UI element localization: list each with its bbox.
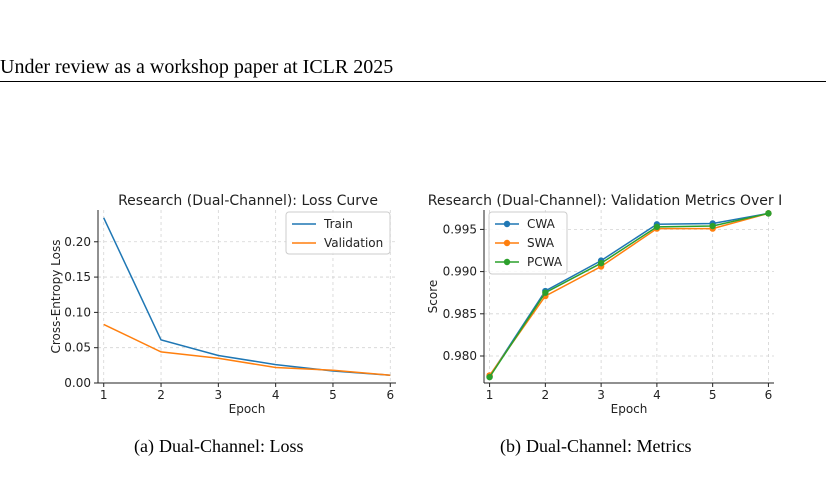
chart-b-series-pcwa-point-2 — [597, 259, 605, 267]
chart-b-xtick-label-5: 6 — [765, 388, 773, 402]
chart-b-legend-marker-1 — [503, 239, 511, 247]
chart-b-legend-marker-2 — [503, 258, 511, 266]
chart-b-series-pcwa-line — [488, 212, 769, 378]
chart-a-xtick-label-4: 5 — [329, 388, 337, 402]
chart-a-xtick-label-3: 4 — [272, 388, 280, 402]
chart-a-ytick-label-2: 0.10 — [64, 305, 91, 319]
chart-b-ytick-label-3: 0.995 — [443, 222, 477, 236]
chart-a-legend-label-1: Validation — [324, 236, 383, 250]
header-rule — [0, 81, 826, 82]
caption-a: (a) Dual-Channel: Loss — [134, 435, 303, 457]
chart-b-ylabel: Score — [426, 280, 440, 314]
chart-a-ytick-label-3: 0.15 — [64, 270, 91, 284]
chart-b-ytick-label-0: 0.980 — [443, 349, 477, 363]
chart-a-xtick-label-5: 6 — [386, 388, 394, 402]
chart-a-ylabel: Cross-Entropy Loss — [49, 240, 63, 354]
chart-a-xtick-label-0: 1 — [100, 388, 108, 402]
chart-b-series-swa-line — [488, 212, 769, 376]
chart-b-xtick-label-4: 5 — [709, 388, 717, 402]
chart-b-legend-marker-0 — [503, 220, 511, 228]
running-header: Under review as a workshop paper at ICLR… — [0, 56, 394, 78]
chart-b-series-pcwa-point-5 — [765, 210, 772, 217]
chart-b-series-pcwa-point-3 — [653, 223, 661, 231]
chart-b-series-pcwa-point-4 — [709, 222, 716, 230]
chart-a-series-validation-line — [103, 323, 391, 376]
chart-a-ytick-label-4: 0.20 — [64, 235, 91, 249]
chart-a-xtick-label-2: 3 — [215, 388, 223, 402]
chart-b-series-pcwa-point-1 — [542, 289, 549, 296]
chart-b-ytick-label-1: 0.985 — [443, 307, 477, 321]
caption-a-tag: (a) — [134, 436, 154, 456]
chart-b-xtick-label-3: 4 — [653, 388, 661, 402]
chart-b-legend-label-2: PCWA — [527, 255, 563, 269]
chart-b-legend-box — [488, 211, 568, 275]
chart-b-series-cwa-line — [488, 212, 769, 377]
chart-a-legend-label-0: Train — [323, 217, 353, 231]
chart-b-xtick-label-1: 2 — [542, 388, 550, 402]
caption-b-text: Dual-Channel: Metrics — [526, 436, 692, 456]
chart-a-ytick-label-0: 0.00 — [64, 376, 91, 390]
chart-a-title: Research (Dual-Channel): Loss Curve — [118, 193, 378, 209]
caption-a-text: Dual-Channel: Loss — [158, 436, 304, 456]
chart-b-legend-label-1: SWA — [527, 236, 555, 250]
chart-b-title: Research (Dual-Channel): Validation Metr… — [428, 193, 783, 209]
caption-b: (b) Dual-Channel: Metrics — [500, 435, 691, 457]
chart-b-ytick-label-2: 0.990 — [443, 265, 477, 279]
chart-a-xtick-label-1: 2 — [157, 388, 165, 402]
caption-b-tag: (b) — [500, 436, 521, 456]
chart-b-xtick-label-2: 3 — [597, 388, 605, 402]
chart-b-xtick-label-0: 1 — [486, 388, 494, 402]
chart-a-xlabel: Epoch — [229, 402, 266, 416]
chart-b-series-pcwa-point-0 — [486, 373, 493, 381]
chart-b-legend-label-0: CWA — [527, 217, 556, 231]
chart-b-xlabel: Epoch — [611, 402, 648, 416]
chart-a-ytick-label-1: 0.05 — [64, 341, 91, 355]
